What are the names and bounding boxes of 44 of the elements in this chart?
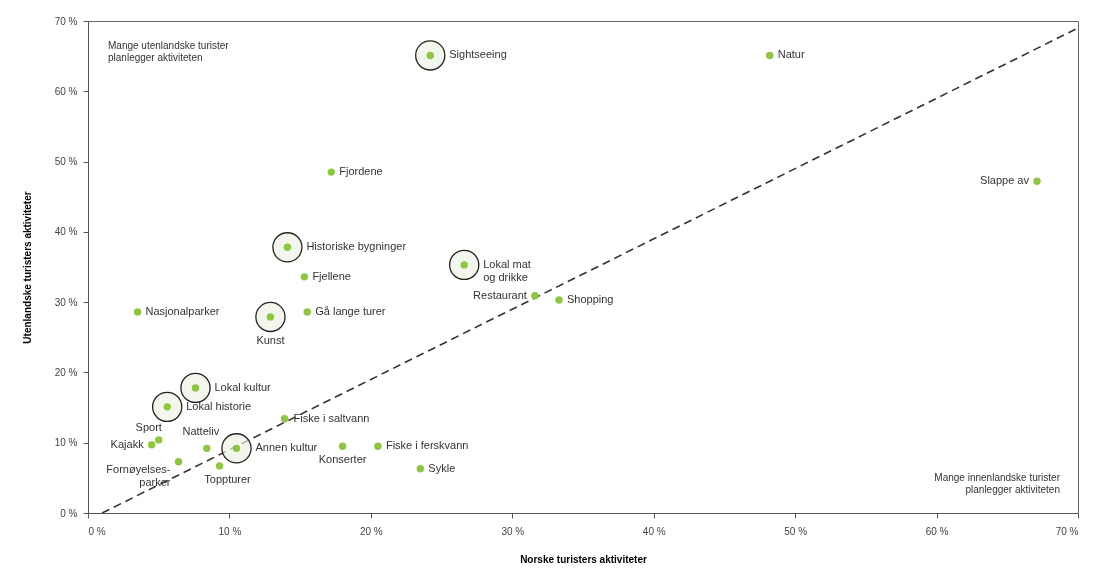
y-tick-label: 60 % xyxy=(54,85,78,97)
y-tick-label: 40 % xyxy=(54,226,78,238)
annotation: Lokal mat og drikke xyxy=(483,257,531,283)
x-tick-label: 60 % xyxy=(925,525,949,537)
annotation: Lokal kultur xyxy=(214,380,272,393)
annotation: Fiske i saltvann xyxy=(293,411,370,424)
annotation: Kajakk xyxy=(110,437,145,450)
annotation: Mange utenlandske turister planlegger aktiviteten xyxy=(108,40,230,63)
annotation: Nasjonalparker xyxy=(145,304,220,317)
annotation: Sport xyxy=(135,420,162,433)
x-tick-label: 0 % xyxy=(88,525,106,537)
annotation: Fjellene xyxy=(312,269,351,282)
annotation: Fjordene xyxy=(339,165,383,178)
annotation: Kunst xyxy=(256,333,285,346)
annotation: Restaurant xyxy=(473,288,527,301)
annotation: Fornøyelses- parker xyxy=(106,462,171,488)
annotation: Gå lange turer xyxy=(315,304,386,317)
y-tick-label: 70 % xyxy=(54,15,78,27)
y-tick-label: 10 % xyxy=(54,437,78,449)
annotation: Historiske bygninger xyxy=(306,240,407,253)
y-tick-label: 0 % xyxy=(60,507,78,519)
annotation: Lokal historie xyxy=(186,399,252,412)
annotation: Shopping xyxy=(566,293,614,306)
x-tick-label: 70 % xyxy=(1055,525,1079,537)
annotation: Fiske i ferskvann xyxy=(385,439,469,452)
annotation: Sykle xyxy=(428,461,456,474)
annotation: Konserter xyxy=(318,453,367,466)
y-tick-label: 20 % xyxy=(54,366,78,378)
x-tick-label: 20 % xyxy=(359,525,383,537)
annotation: Sightseeing xyxy=(449,48,507,61)
y-tick-label: 30 % xyxy=(54,296,78,308)
y-axis-title: Utenlandske turisters aktiviteter xyxy=(21,191,33,344)
annotation: Natur xyxy=(777,48,805,61)
annotation: Slappe av xyxy=(980,174,1030,187)
x-tick-label: 40 % xyxy=(642,525,666,537)
x-axis-title: Norske turisters aktiviteter xyxy=(520,553,647,565)
annotation: Mange innenlandske turister planlegger aktiviteten xyxy=(934,472,1061,495)
x-tick-label: 50 % xyxy=(784,525,808,537)
x-tick-label: 30 % xyxy=(501,525,525,537)
y-tick-label: 50 % xyxy=(54,156,78,168)
annotation: Natteliv xyxy=(182,425,220,438)
annotation: Annen kultur xyxy=(255,441,318,454)
annotation: Toppturer xyxy=(204,472,252,485)
x-tick-label: 10 % xyxy=(218,525,242,537)
